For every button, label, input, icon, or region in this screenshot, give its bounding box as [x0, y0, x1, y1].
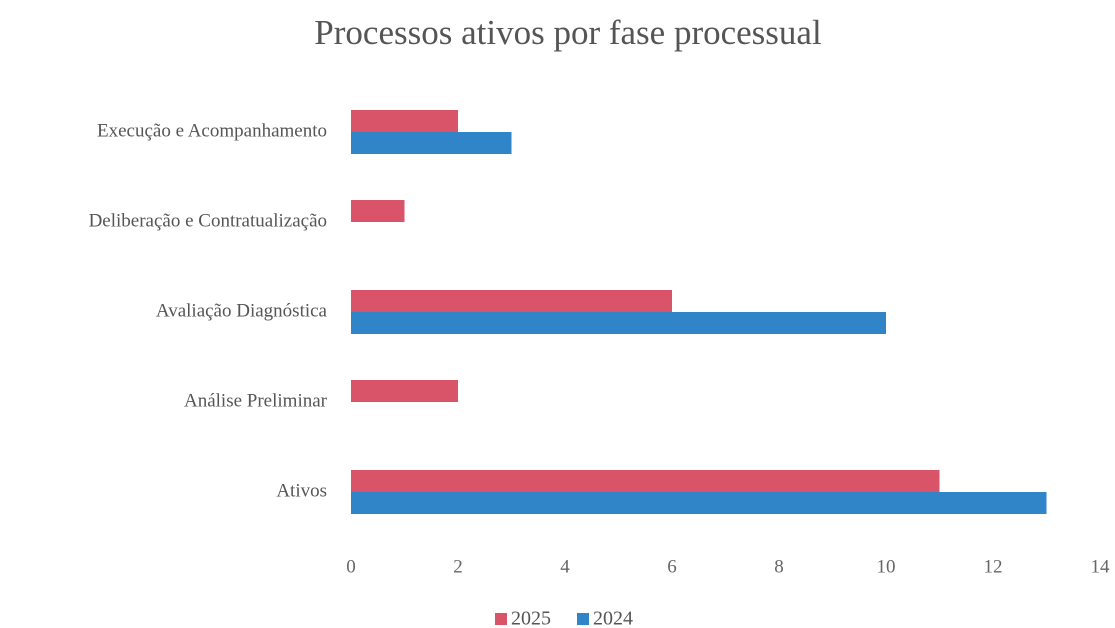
- x-tick-label: 4: [560, 556, 570, 577]
- x-tick-label: 10: [877, 556, 896, 577]
- y-tick-label: Ativos: [276, 480, 327, 501]
- y-tick-label: Avaliação Diagnóstica: [156, 300, 328, 321]
- legend-label: 2024: [593, 608, 633, 628]
- y-tick-label: Análise Preliminar: [184, 390, 328, 411]
- y-tick-label: Execução e Acompanhamento: [97, 120, 327, 141]
- bar: [351, 110, 458, 132]
- legend-swatch: [577, 613, 589, 625]
- legend-label: 2025: [511, 608, 551, 628]
- x-tick-label: 0: [346, 556, 356, 577]
- bar: [351, 200, 405, 222]
- bar: [351, 132, 512, 154]
- bar: [351, 312, 886, 334]
- y-tick-label: Deliberação e Contratualização: [89, 210, 327, 231]
- x-tick-label: 12: [984, 556, 1003, 577]
- legend-swatch: [495, 613, 507, 625]
- x-tick-label: 14: [1091, 556, 1111, 577]
- bar: [351, 290, 672, 312]
- bar: [351, 380, 458, 402]
- bar: [351, 492, 1047, 514]
- x-tick-label: 2: [453, 556, 463, 577]
- x-tick-label: 8: [774, 556, 784, 577]
- chart-title: Processos ativos por fase processual: [314, 13, 822, 52]
- x-tick-label: 6: [667, 556, 677, 577]
- bar: [351, 470, 940, 492]
